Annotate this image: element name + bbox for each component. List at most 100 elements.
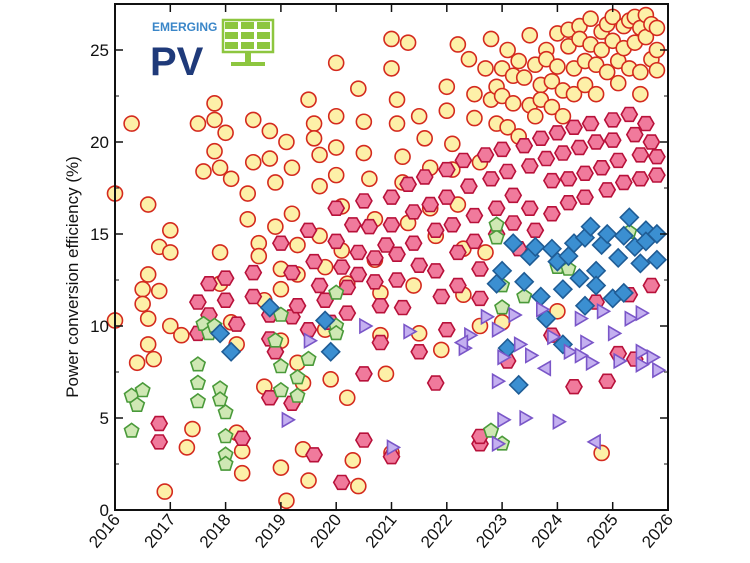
data-point-circle-3 [128,354,146,372]
data-point-hexagon-2 [188,294,207,310]
data-point-hexagon-42 [388,246,406,263]
data-point-circle-26 [211,244,229,261]
data-point-triangle-left-0 [586,433,601,451]
data-point-hexagon-46 [404,204,423,220]
data-point-circle-43 [261,122,279,140]
data-point-circle-150 [565,85,583,103]
data-point-circle-92 [388,91,406,108]
y-tick-label-20: 20 [90,133,109,152]
data-point-circle-91 [383,60,400,77]
data-point-hexagon-84 [559,171,578,187]
x-tick-label-2025: 2025 [583,510,622,551]
data-point-triangle-right-12 [519,409,534,427]
data-point-pentagon-29 [516,288,533,304]
data-point-hexagon-37 [371,297,390,314]
data-point-hexagon-91 [587,134,606,150]
data-point-circle-4 [134,280,151,298]
data-point-hexagon-4 [200,275,218,292]
data-point-hexagon-60 [459,178,478,194]
data-point-circle-82 [355,144,373,162]
data-point-circle-160 [593,41,610,59]
data-point-pentagon-3 [134,381,151,398]
data-point-circle-77 [338,389,356,407]
data-point-hexagon-50 [421,196,440,213]
data-point-hexagon-75 [520,158,539,174]
y-tick-label-25: 25 [90,41,109,60]
data-point-diamond-37 [646,223,668,245]
data-point-hexagon-10 [244,264,263,281]
data-point-circle-110 [449,36,467,53]
y-axis-label: Power conversion efficiency (%) [63,156,82,398]
data-point-circle-63 [305,130,323,147]
data-point-circle-54 [283,205,301,223]
data-point-circle-81 [355,113,373,131]
data-point-hexagon-89 [576,189,594,205]
data-point-hexagon-49 [415,169,434,185]
data-point-triangle-right-14 [535,301,551,318]
data-point-circle-46 [267,218,284,235]
data-point-circle-158 [587,85,605,103]
data-point-pentagon-30 [482,422,500,438]
data-point-circle-24 [206,142,223,160]
data-point-hexagon-32 [349,266,368,283]
data-point-diamond-26 [585,275,607,296]
data-point-hexagon-51 [426,222,445,238]
data-point-triangle-right-7 [480,308,496,326]
data-point-diamond-6 [491,260,513,281]
data-point-triangle-right-29 [497,411,512,429]
data-point-circle-48 [272,280,290,298]
data-point-circle-154 [576,76,594,94]
data-point-circle-13 [156,483,174,500]
x-tick-label-2016: 2016 [85,510,124,551]
data-point-diamond-28 [597,223,618,245]
data-point-circle-186 [549,302,566,320]
data-point-circle-17 [173,326,190,344]
data-point-hexagon-9 [233,430,252,447]
data-point-hexagon-90 [581,115,600,132]
solar-panel-cell [241,42,254,49]
data-point-diamond-13 [530,286,551,307]
data-point-hexagon-1 [150,434,169,450]
data-point-circle-174 [632,63,649,81]
data-point-circle-61 [300,91,317,108]
data-point-diamond-21 [569,268,590,289]
data-point-triangle-right-20 [585,354,601,372]
data-point-circle-19 [184,420,201,438]
data-point-pentagon-17 [272,358,289,374]
data-point-triangle-right-33 [635,356,650,373]
x-tick-label-2019: 2019 [251,510,290,551]
x-tick-label-2018: 2018 [196,510,235,551]
data-point-circle-34 [233,464,251,482]
data-point-hexagon-122 [437,321,456,338]
data-point-triangle-left-1 [453,334,469,351]
data-point-hexagon-45 [399,176,418,192]
data-point-circle-73 [327,166,345,184]
data-point-hexagon-31 [349,244,368,261]
y-tick-label-5: 5 [100,409,109,428]
data-point-diamond-39 [613,282,634,304]
data-point-diamond-30 [608,247,629,269]
data-point-triangle-right-4 [386,439,402,456]
data-point-hexagon-98 [620,106,639,123]
data-point-circle-29 [222,170,240,188]
data-point-hexagon-59 [454,152,473,169]
data-point-hexagon-118 [410,343,429,360]
data-point-circle-129 [504,95,522,112]
data-point-triangle-right-2 [359,317,374,335]
data-point-hexagon-22 [310,277,329,294]
data-point-diamond-34 [630,253,651,274]
data-point-hexagon-20 [299,222,318,238]
data-point-diamond-1 [220,341,242,362]
emerging-pv-logo: EMERGING PV [150,18,275,84]
data-point-circle-10 [145,350,163,368]
data-point-hexagon-33 [354,193,373,209]
data-point-circle-134 [521,26,539,44]
data-point-pentagon-6 [189,392,207,409]
data-point-circle-14 [162,222,179,239]
data-point-circle-83 [361,170,378,188]
data-point-triangle-right-15 [547,328,562,346]
data-point-circle-16 [162,317,179,335]
data-point-hexagon-26 [327,233,346,250]
data-point-hexagon-52 [426,263,445,279]
data-point-circle-44 [261,150,279,167]
